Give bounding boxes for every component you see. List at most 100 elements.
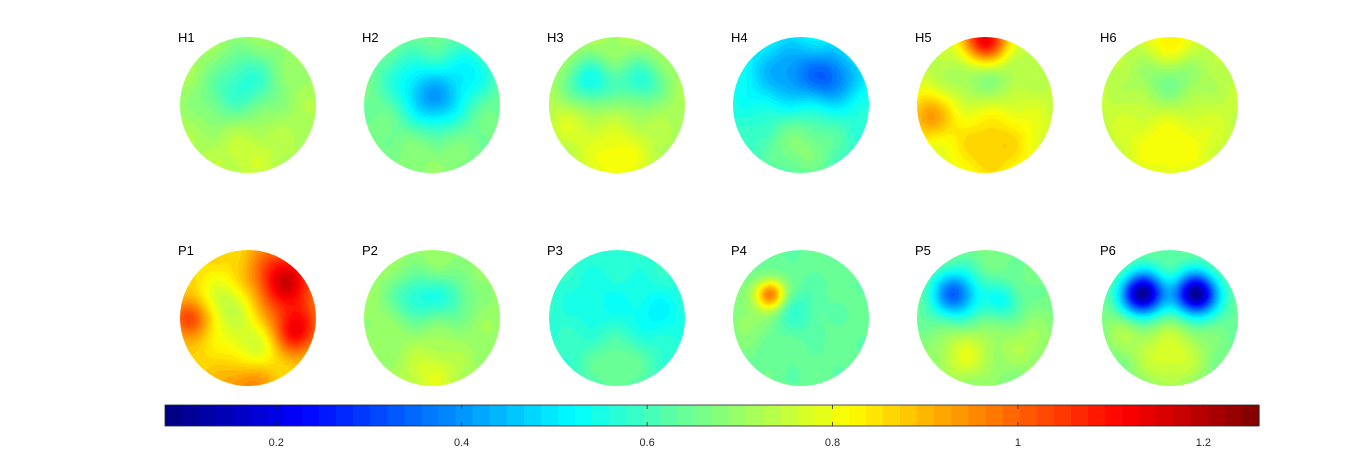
colorbar-swatch — [712, 405, 730, 426]
colorbar-swatch — [1002, 405, 1021, 426]
topomap-p2: P2 — [362, 243, 500, 386]
topomap-p1: P1 — [178, 243, 316, 386]
colorbar-swatch — [182, 405, 200, 426]
colorbar-swatch — [575, 405, 593, 426]
colorbar-swatch — [438, 405, 457, 426]
colorbar: 0.2 0.4 0.6 0.8 1 1.2 — [164, 404, 1260, 449]
colorbar-swatch — [455, 405, 474, 426]
topomap-heatmap-p5 — [917, 250, 1053, 386]
colorbar-swatch — [1053, 405, 1072, 426]
colorbar-swatch — [660, 405, 679, 426]
colorbar-tick-label: 0.8 — [825, 437, 840, 449]
colorbar-swatch — [831, 405, 850, 426]
colorbar-tick-label: 1 — [1015, 437, 1021, 449]
colorbar-swatch — [968, 405, 987, 426]
colorbar-swatch — [421, 405, 440, 426]
topomap-heatmap-h3 — [549, 37, 685, 173]
topomap-heatmap-p3 — [549, 250, 685, 386]
topomap-h4: H4 — [731, 30, 869, 173]
topomap-label: P3 — [547, 243, 563, 258]
colorbar-swatch — [694, 405, 713, 426]
colorbar-swatch — [797, 405, 816, 426]
colorbar-tick-label: 0.4 — [454, 437, 469, 449]
topomap-h6: H6 — [1100, 30, 1238, 173]
colorbar-swatch — [506, 405, 525, 426]
topomap-h3: H3 — [547, 30, 685, 173]
topomap-label: P6 — [1100, 243, 1116, 258]
colorbar-swatch — [1224, 405, 1243, 426]
topomap-label: H5 — [915, 30, 932, 45]
colorbar-swatch — [592, 405, 611, 426]
colorbar-swatch — [284, 405, 303, 426]
colorbar-swatch — [1088, 405, 1106, 426]
topomap-heatmap-h5 — [917, 37, 1053, 173]
colorbar-swatch — [472, 405, 491, 426]
colorbar-swatch — [1207, 405, 1226, 426]
colorbar-swatch — [746, 405, 764, 426]
colorbar-swatch — [558, 405, 576, 426]
topomap-heatmap-h4 — [733, 37, 869, 173]
colorbar-tick-label: 0.2 — [269, 437, 284, 449]
topomap-heatmap-p2 — [364, 250, 500, 386]
topomap-p3: P3 — [547, 243, 685, 386]
colorbar-swatch — [541, 405, 559, 426]
topomap-label: H3 — [547, 30, 564, 45]
topomap-p5: P5 — [915, 243, 1053, 386]
colorbar-tick-label: 1.2 — [1196, 437, 1211, 449]
colorbar-swatch — [609, 405, 628, 426]
topomap-label: H4 — [731, 30, 748, 45]
colorbar-swatch — [1156, 405, 1175, 426]
colorbar-swatch — [165, 405, 183, 426]
colorbar-swatch — [814, 405, 833, 426]
colorbar-swatch — [523, 405, 542, 426]
colorbar-frame — [164, 404, 1260, 427]
colorbar-swatch — [404, 405, 423, 426]
colorbar-swatch — [865, 405, 884, 426]
colorbar-swatch — [1122, 405, 1140, 426]
topomap-p4: P4 — [731, 243, 869, 386]
colorbar-swatch — [985, 405, 1004, 426]
colorbar-tick-label: 0.6 — [639, 437, 654, 449]
colorbar-swatch — [917, 405, 935, 426]
colorbar-swatch — [267, 405, 286, 426]
colorbar-swatch — [951, 405, 970, 426]
colorbar-swatch — [370, 405, 388, 426]
topomap-label: P1 — [178, 243, 194, 258]
colorbar-swatch — [1139, 405, 1158, 426]
topomap-label: H2 — [362, 30, 379, 45]
topomap-label: P2 — [362, 243, 378, 258]
colorbar-swatch — [1036, 405, 1055, 426]
colorbar-swatch — [250, 405, 269, 426]
colorbar-swatch — [335, 405, 354, 426]
topomap-h5: H5 — [915, 30, 1053, 173]
colorbar-swatch — [301, 405, 320, 426]
colorbar-swatch — [199, 405, 217, 426]
colorbar-swatch — [882, 405, 901, 426]
colorbar-swatch — [387, 405, 405, 426]
colorbar-swatch — [729, 405, 747, 426]
colorbar-swatch — [1019, 405, 1038, 426]
topomap-heatmap-h6 — [1102, 37, 1238, 173]
topomap-h2: H2 — [362, 30, 500, 173]
colorbar-swatch — [1241, 405, 1260, 426]
topomap-p6: P6 — [1100, 243, 1238, 386]
colorbar-swatch — [848, 405, 867, 426]
colorbar-swatch — [763, 405, 781, 426]
topomap-heatmap-p4 — [733, 250, 869, 386]
topomap-h1: H1 — [178, 30, 316, 173]
colorbar-swatch — [643, 405, 662, 426]
colorbar-swatch — [353, 405, 371, 426]
colorbar-swatch — [780, 405, 799, 426]
colorbar-swatch — [1173, 405, 1192, 426]
colorbar-swatch — [489, 405, 508, 426]
topomap-label: H1 — [178, 30, 195, 45]
colorbar-swatch — [626, 405, 645, 426]
topomap-heatmap-p1 — [180, 250, 316, 386]
topomap-heatmap-p6 — [1102, 250, 1238, 386]
topomap-label: P4 — [731, 243, 747, 258]
topomap-grid: H1 H2 H3 H4 H5 H6 P1 P2 P3 P4 P5 P6 — [178, 30, 1238, 386]
colorbar-swatch — [216, 405, 234, 426]
colorbar-swatch — [677, 405, 696, 426]
colorbar-swatch — [1070, 405, 1089, 426]
